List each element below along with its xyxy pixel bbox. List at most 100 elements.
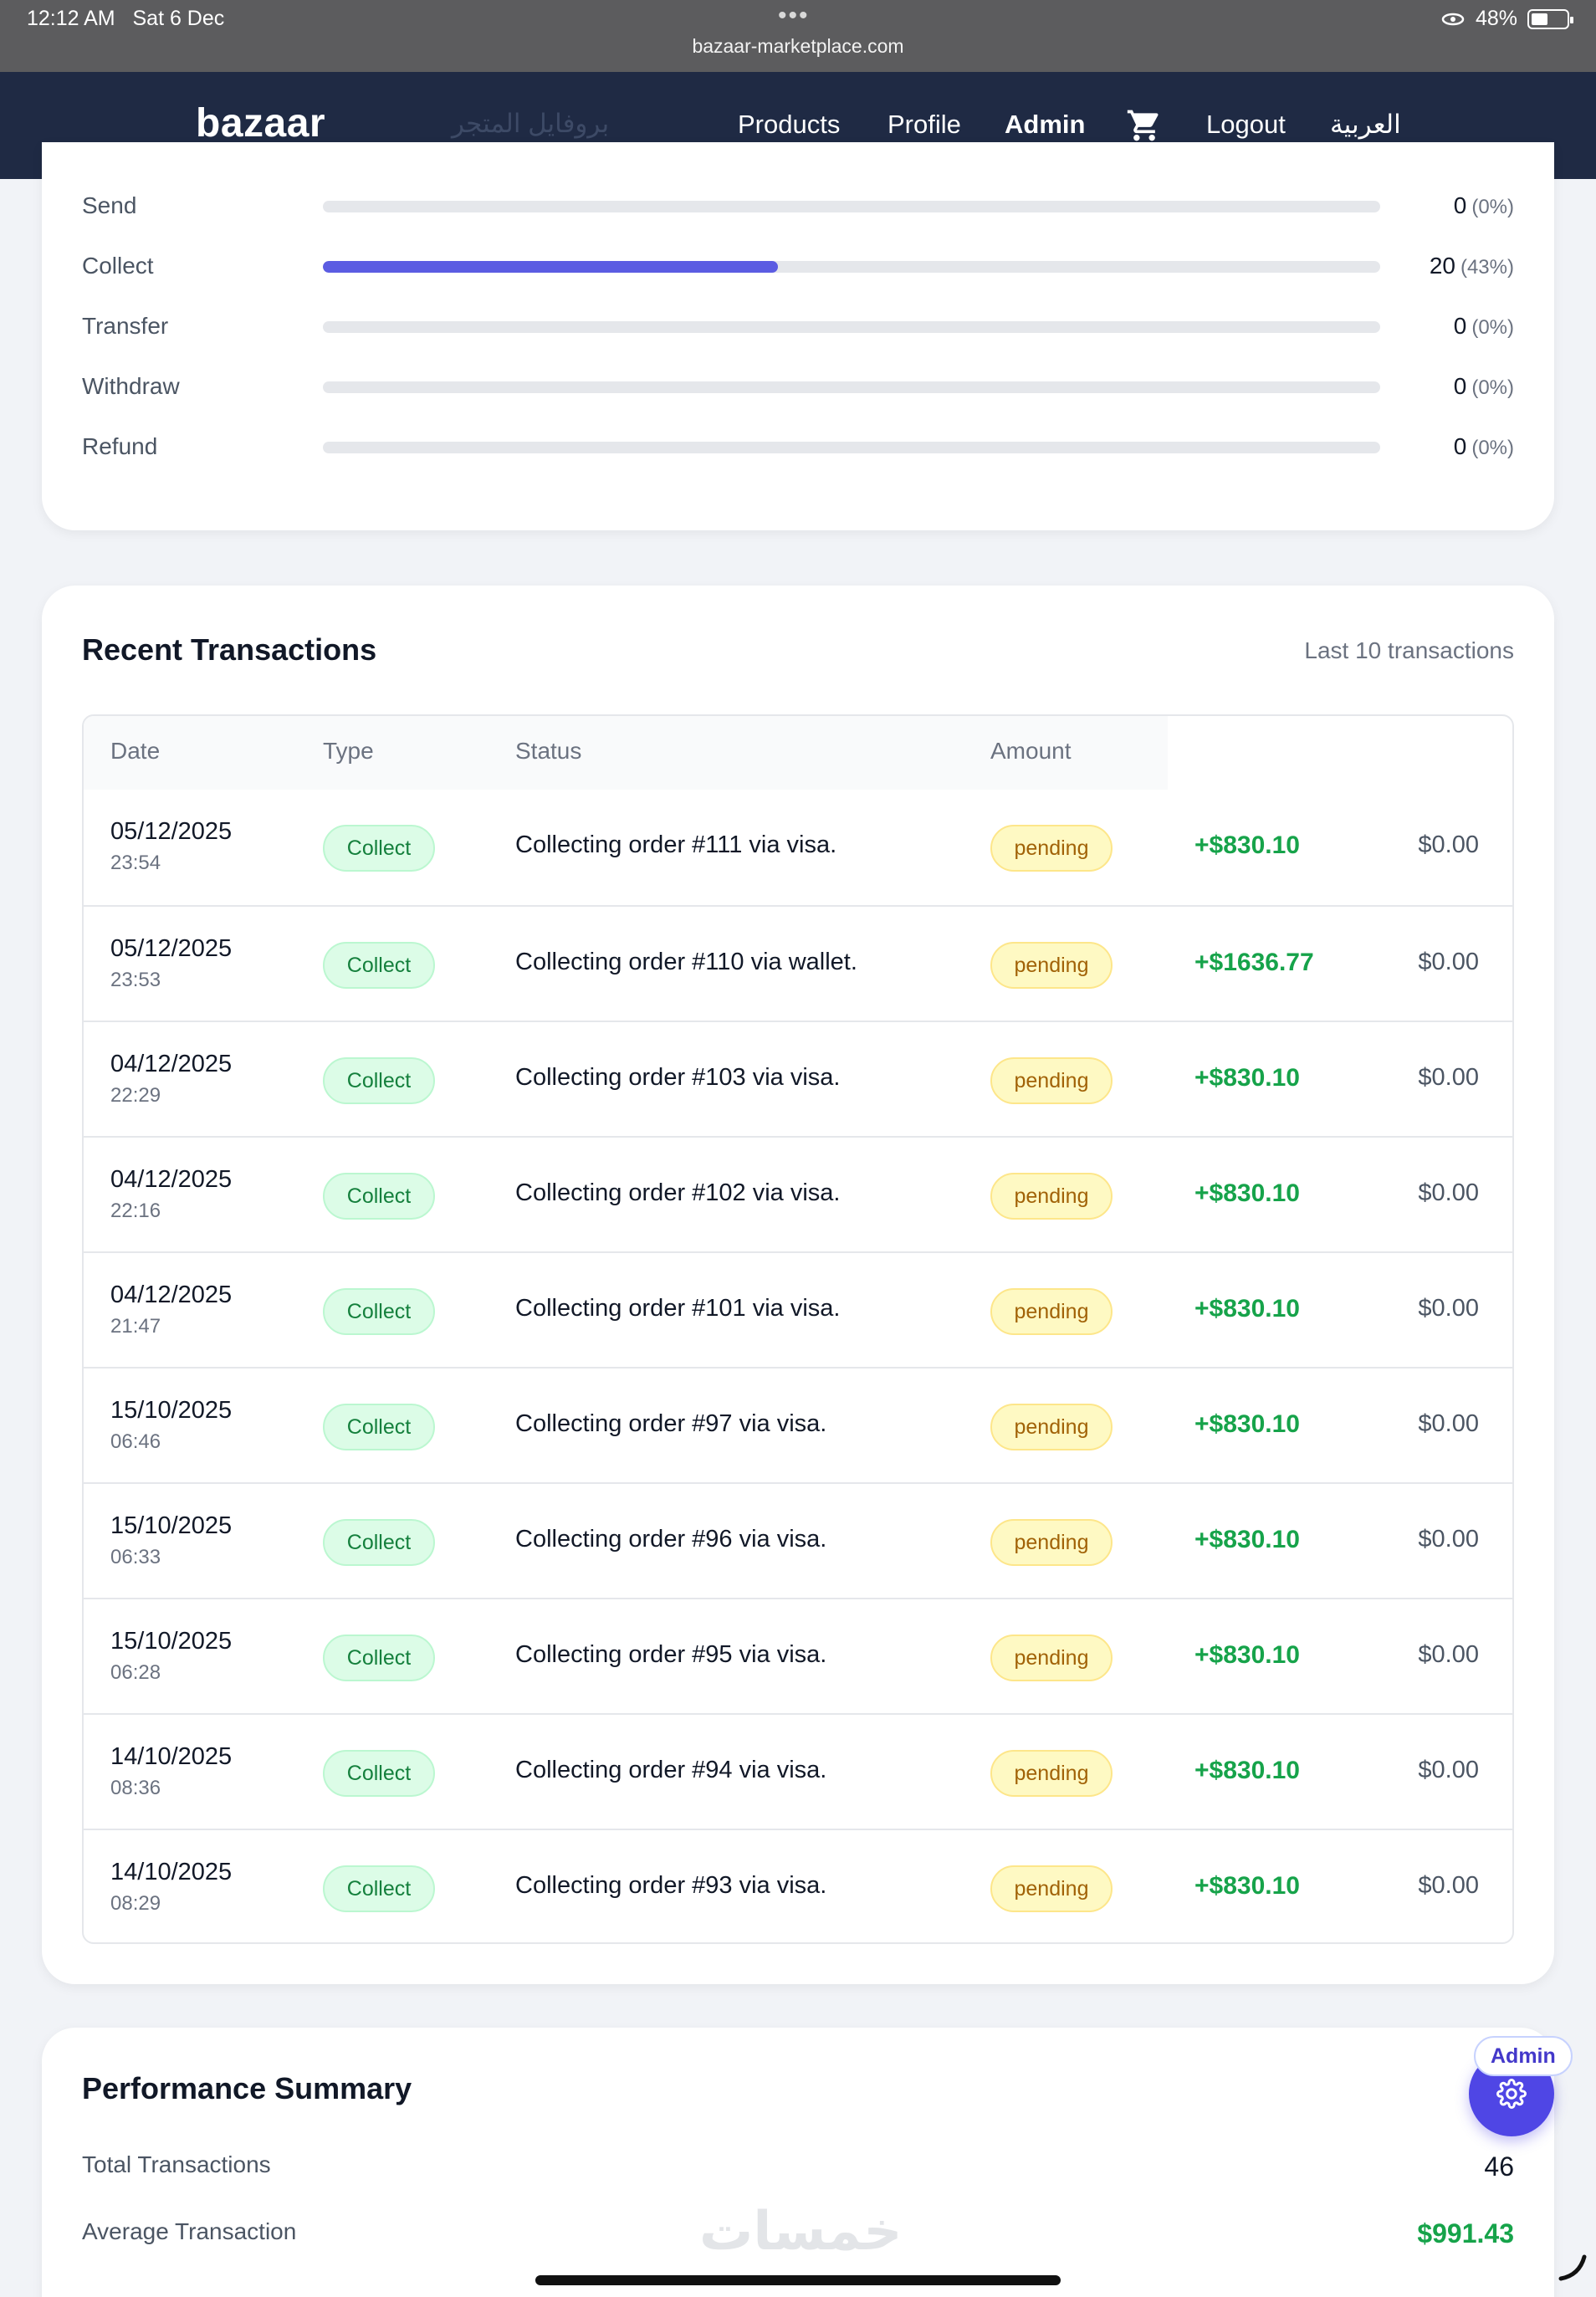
type-bar-value: 0 (0%)	[1453, 373, 1514, 399]
total-transactions-value: 46	[1484, 2151, 1514, 2182]
row-description: Collecting order #103 via visa.	[515, 1064, 841, 1091]
type-badge: Collect	[323, 825, 435, 872]
row-amount: +$1636.77	[1194, 949, 1314, 976]
status-badge: pending	[990, 1750, 1113, 1797]
address-bar-url[interactable]: bazaar-marketplace.com	[692, 35, 904, 57]
row-amount: +$830.10	[1194, 1179, 1300, 1207]
battery-percent: 48%	[1475, 7, 1517, 30]
row-fee: $0.00	[1418, 1872, 1479, 1899]
type-bar-label: Collect	[82, 253, 154, 279]
type-badge: Collect	[323, 1750, 435, 1797]
nav-profile[interactable]: Profile	[888, 110, 961, 139]
type-badge: Collect	[323, 1057, 435, 1104]
average-transaction-label: Average Transaction	[82, 2218, 297, 2244]
table-header: Date Type Status Amount	[84, 716, 1168, 790]
row-fee: $0.00	[1418, 1064, 1479, 1091]
brand-logo[interactable]: bazaar	[196, 101, 326, 146]
status-badge: pending	[990, 1057, 1113, 1104]
table-row[interactable]: 15/10/2025 06:33 Collect Collecting order #…	[84, 1482, 1512, 1598]
row-fee: $0.00	[1418, 1526, 1479, 1553]
row-fee: $0.00	[1418, 1179, 1479, 1206]
type-badge: Collect	[323, 1173, 435, 1220]
table-row[interactable]: 15/10/2025 06:46 Collect Collecting order #…	[84, 1367, 1512, 1482]
home-indicator[interactable]	[535, 2275, 1061, 2285]
row-time: 06:28	[110, 1661, 161, 1684]
more-dots-icon[interactable]: •••	[778, 2, 810, 29]
performance-summary-card: Performance Summary Total Transactions 4…	[42, 2028, 1554, 2297]
row-description: Collecting order #96 via visa.	[515, 1526, 827, 1553]
type-bar-row: Send 0 (0%)	[82, 189, 1514, 223]
row-date: 14/10/2025	[110, 1743, 233, 1770]
type-bar-track	[323, 381, 1380, 393]
table-row[interactable]: 05/12/2025 23:54 Collect Collecting order #…	[84, 790, 1512, 905]
row-description: Collecting order #102 via visa.	[515, 1179, 841, 1206]
row-fee: $0.00	[1418, 831, 1479, 858]
type-bar-label: Refund	[82, 433, 158, 459]
type-badge: Collect	[323, 1635, 435, 1681]
table-row[interactable]: 15/10/2025 06:28 Collect Collecting order #…	[84, 1598, 1512, 1713]
performance-summary-title: Performance Summary	[82, 2071, 412, 2105]
table-row[interactable]: 04/12/2025 21:47 Collect Collecting order #…	[84, 1251, 1512, 1367]
type-bar-value: 20 (43%)	[1429, 253, 1514, 279]
row-amount: +$830.10	[1194, 1295, 1300, 1322]
type-bar-track	[323, 261, 1380, 273]
type-badge: Collect	[323, 942, 435, 989]
type-bar-value: 0 (0%)	[1453, 192, 1514, 218]
row-amount: +$830.10	[1194, 1064, 1300, 1092]
status-badge: pending	[990, 942, 1113, 989]
type-badge: Collect	[323, 1519, 435, 1566]
row-date: 05/12/2025	[110, 818, 233, 845]
row-time: 08:29	[110, 1892, 161, 1915]
type-badge: Collect	[323, 1288, 435, 1335]
row-date: 04/12/2025	[110, 1166, 233, 1193]
type-bar-row: Refund 0 (0%)	[82, 430, 1514, 463]
row-time: 23:53	[110, 969, 161, 991]
nav-language-arabic[interactable]: العربية	[1330, 110, 1401, 139]
average-transaction-row: Average Transaction $991.43	[82, 2218, 1514, 2252]
row-amount: +$830.10	[1194, 1757, 1300, 1784]
row-date: 15/10/2025	[110, 1397, 233, 1424]
nav-logout[interactable]: Logout	[1206, 110, 1286, 139]
nav-products[interactable]: Products	[738, 110, 841, 139]
row-description: Collecting order #111 via visa.	[515, 831, 837, 858]
type-bar-label: Transfer	[82, 313, 169, 339]
table-row[interactable]: 04/12/2025 22:29 Collect Collecting order #…	[84, 1021, 1512, 1136]
row-time: 21:47	[110, 1315, 161, 1338]
row-description: Collecting order #94 via visa.	[515, 1757, 827, 1783]
table-row[interactable]: 14/10/2025 08:29 Collect Collecting order #…	[84, 1829, 1512, 1942]
admin-fab-label[interactable]: Admin	[1474, 2036, 1573, 2076]
row-description: Collecting order #93 via visa.	[515, 1872, 827, 1899]
row-description: Collecting order #110 via wallet.	[515, 949, 857, 975]
header-status: Status	[515, 738, 582, 764]
status-badge: pending	[990, 1635, 1113, 1681]
table-row[interactable]: 05/12/2025 23:53 Collect Collecting order #…	[84, 905, 1512, 1021]
cart-icon[interactable]	[1126, 107, 1163, 144]
row-amount: +$830.10	[1194, 1526, 1300, 1553]
average-transaction-value: $991.43	[1417, 2218, 1514, 2248]
nav-admin[interactable]: Admin	[1005, 110, 1086, 139]
recent-transactions-card: Recent Transactions Last 10 transactions…	[42, 586, 1554, 1984]
type-bar-row: Withdraw 0 (0%)	[82, 370, 1514, 403]
table-row[interactable]: 04/12/2025 22:16 Collect Collecting order #…	[84, 1136, 1512, 1251]
row-date: 04/12/2025	[110, 1051, 233, 1077]
row-amount: +$830.10	[1194, 831, 1300, 859]
type-bar-value: 0 (0%)	[1453, 433, 1514, 459]
header-type: Type	[323, 738, 374, 764]
status-badge: pending	[990, 1519, 1113, 1566]
row-fee: $0.00	[1418, 949, 1479, 975]
transactions-table: Date Type Status Amount 05/12/2025 23:54 C…	[82, 714, 1514, 1944]
status-indicators: 48%	[1440, 7, 1573, 31]
type-bar-row: Transfer 0 (0%)	[82, 310, 1514, 343]
battery-icon	[1527, 8, 1573, 29]
row-amount: +$830.10	[1194, 1641, 1300, 1669]
row-fee: $0.00	[1418, 1410, 1479, 1437]
header-date: Date	[110, 738, 161, 764]
table-row[interactable]: 14/10/2025 08:36 Collect Collecting order #…	[84, 1713, 1512, 1829]
status-badge: pending	[990, 1288, 1113, 1335]
row-time: 08:36	[110, 1777, 161, 1799]
row-fee: $0.00	[1418, 1757, 1479, 1783]
type-bar-label: Send	[82, 192, 137, 218]
total-transactions-label: Total Transactions	[82, 2151, 271, 2177]
status-badge: pending	[990, 1865, 1113, 1912]
nav-store-profile-link[interactable]: بروفايل المتجر	[452, 109, 610, 138]
